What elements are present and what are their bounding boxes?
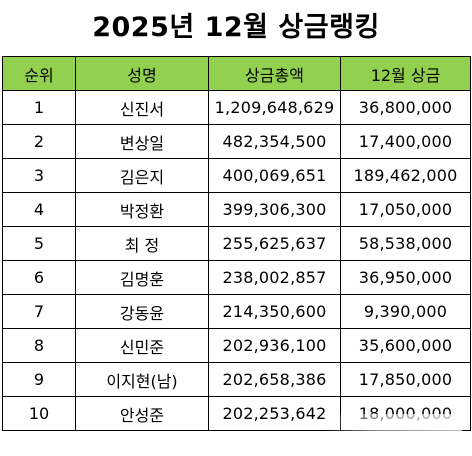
rank-cell: 4 xyxy=(2,192,76,227)
table-row: 2 변상일 482,354,500 17,400,000 xyxy=(2,124,471,159)
total-prize-cell: 202,936,100 xyxy=(208,328,341,363)
december-prize-cell: 17,850,000 xyxy=(340,362,471,397)
table-row: 5 최 정 255,625,637 58,538,000 xyxy=(2,226,471,261)
prize-ranking-table: 순위 성명 상금총액 12월 상금 1 신진서 1,209,648,629 36… xyxy=(2,56,471,431)
rank-cell: 8 xyxy=(2,328,76,363)
name-cell: 김은지 xyxy=(75,158,209,193)
december-prize-cell: 36,950,000 xyxy=(340,260,471,295)
column-header-total: 상금총액 xyxy=(208,56,341,91)
rank-cell: 6 xyxy=(2,260,76,295)
table-row: 7 강동윤 214,350,600 9,390,000 xyxy=(2,294,471,329)
december-prize-cell: 9,390,000 xyxy=(340,294,471,329)
column-header-rank: 순위 xyxy=(2,56,76,91)
name-cell: 안성준 xyxy=(75,396,209,431)
table-row: 6 김명훈 238,002,857 36,950,000 xyxy=(2,260,471,295)
total-prize-cell: 202,658,386 xyxy=(208,362,341,397)
page-title: 2025년 12월 상금랭킹 xyxy=(92,12,380,43)
total-prize-cell: 214,350,600 xyxy=(208,294,341,329)
total-prize-cell: 238,002,857 xyxy=(208,260,341,295)
total-prize-cell: 482,354,500 xyxy=(208,124,341,159)
december-prize-cell: 189,462,000 xyxy=(340,158,471,193)
december-prize-cell: 36,800,000 xyxy=(340,90,471,125)
total-prize-cell: 202,253,642 xyxy=(208,396,341,431)
name-cell: 이지현(남) xyxy=(75,362,209,397)
rank-cell: 1 xyxy=(2,90,76,125)
name-cell: 김명훈 xyxy=(75,260,209,295)
name-cell: 강동윤 xyxy=(75,294,209,329)
december-prize-cell: 58,538,000 xyxy=(340,226,471,261)
name-cell: 신민준 xyxy=(75,328,209,363)
december-prize-cell: 17,050,000 xyxy=(340,192,471,227)
name-cell: 최 정 xyxy=(75,226,209,261)
rank-cell: 5 xyxy=(2,226,76,261)
total-prize-cell: 255,625,637 xyxy=(208,226,341,261)
table-row: 3 김은지 400,069,651 189,462,000 xyxy=(2,158,471,193)
rank-cell: 3 xyxy=(2,158,76,193)
column-header-name: 성명 xyxy=(75,56,209,91)
table-row: 8 신민준 202,936,100 35,600,000 xyxy=(2,328,471,363)
column-header-december: 12월 상금 xyxy=(340,56,471,91)
table-row: 1 신진서 1,209,648,629 36,800,000 xyxy=(2,90,471,125)
december-prize-cell: 17,400,000 xyxy=(340,124,471,159)
rank-cell: 10 xyxy=(2,396,76,431)
name-cell: 박정환 xyxy=(75,192,209,227)
name-cell: 신진서 xyxy=(75,90,209,125)
rank-cell: 9 xyxy=(2,362,76,397)
table-row: 9 이지현(남) 202,658,386 17,850,000 xyxy=(2,362,471,397)
total-prize-cell: 1,209,648,629 xyxy=(208,90,341,125)
table-row: 4 박정환 399,306,300 17,050,000 xyxy=(2,192,471,227)
december-prize-cell: 35,600,000 xyxy=(340,328,471,363)
table-header-row: 순위 성명 상금총액 12월 상금 xyxy=(2,56,471,91)
name-cell: 변상일 xyxy=(75,124,209,159)
table-row: 10 안성준 202,253,642 18,000,000 xyxy=(2,396,471,431)
december-prize-cell: 18,000,000 xyxy=(340,396,471,431)
total-prize-cell: 399,306,300 xyxy=(208,192,341,227)
rank-cell: 7 xyxy=(2,294,76,329)
total-prize-cell: 400,069,651 xyxy=(208,158,341,193)
rank-cell: 2 xyxy=(2,124,76,159)
